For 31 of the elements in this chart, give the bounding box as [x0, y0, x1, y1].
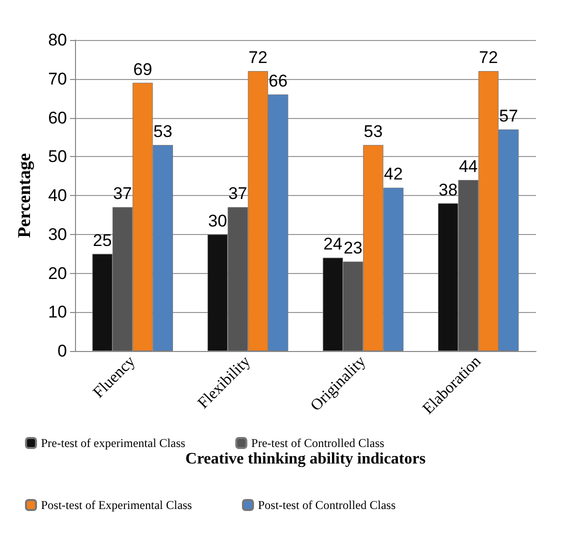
data-label: 24 [323, 234, 342, 254]
x-axis-title: Creative thinking ability indicators [185, 450, 426, 468]
y-tick-label: 50 [48, 147, 67, 166]
data-label: 72 [248, 48, 268, 68]
y-tick-label: 30 [48, 224, 67, 244]
legend-label: Pre-test of Controlled Class [251, 436, 385, 450]
y-tick-label: 40 [48, 186, 67, 205]
y-axis-title: Percentage [14, 153, 34, 238]
data-label: 69 [133, 60, 152, 79]
data-label: 42 [384, 164, 403, 184]
data-label: 66 [268, 71, 288, 90]
data-label: 38 [438, 180, 458, 200]
y-tick-label: 20 [48, 264, 67, 283]
y-tick-label: 10 [48, 302, 67, 322]
data-label: 37 [228, 184, 248, 204]
legend-label: Post-test of Experimental Class [41, 498, 192, 512]
data-label: 53 [153, 122, 172, 141]
data-label: 30 [208, 211, 228, 230]
data-label: 25 [92, 230, 112, 250]
data-label: 23 [344, 238, 362, 258]
data-label: 53 [364, 122, 383, 141]
y-tick-label: 80 [48, 30, 67, 50]
legend-label: Post-test of Controlled Class [258, 498, 396, 512]
y-tick-label: 0 [58, 342, 67, 360]
y-tick-label: 60 [48, 108, 67, 128]
data-label: 57 [499, 106, 518, 126]
data-label: 44 [458, 156, 478, 176]
y-tick-label: 70 [48, 69, 67, 88]
legend-label: Pre-test of experimental Class [41, 436, 186, 450]
data-label: 37 [113, 184, 132, 204]
data-label: 72 [479, 48, 498, 68]
